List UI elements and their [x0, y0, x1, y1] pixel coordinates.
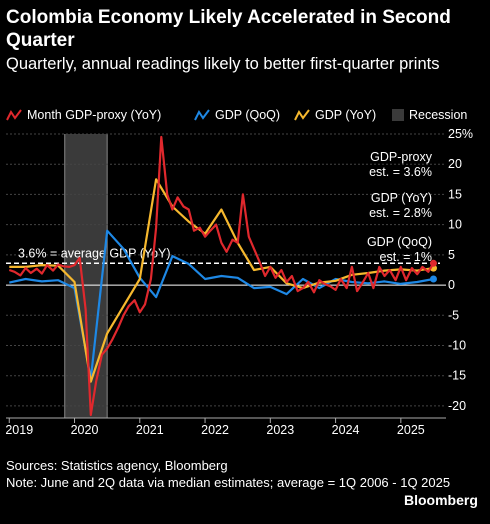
y-tick-label: 10: [448, 218, 462, 232]
series-line-proxy: [8, 135, 435, 417]
legend-item-month-proxy: Month GDP-proxy (YoY): [6, 108, 161, 122]
y-tick-label: 5: [448, 248, 455, 262]
x-tick-label: 2021: [136, 423, 164, 437]
proxy-estimate-label: GDP-proxy: [370, 150, 433, 164]
legend-item-gdp-yoy: GDP (YoY): [294, 108, 376, 122]
blue-line-icon: [194, 109, 210, 121]
x-tick-label: 2024: [332, 423, 360, 437]
legend: Month GDP-proxy (YoY) GDP (QoQ) GDP (YoY…: [6, 108, 486, 124]
legend-label-recession: Recession: [409, 108, 468, 122]
y-tick-label: -20: [448, 399, 466, 413]
average-label: 3.6% = average GDP (YoY): [18, 246, 171, 260]
bloomberg-logo: Bloomberg: [404, 492, 478, 508]
y-tick-label: 15: [448, 187, 462, 201]
recession-band: [64, 134, 108, 418]
legend-label-gdp-qoq: GDP (QoQ): [215, 108, 281, 122]
legend-label-month-proxy: Month GDP-proxy (YoY): [27, 108, 162, 122]
red-line-icon: [6, 109, 22, 121]
x-tick-label: 2020: [71, 423, 99, 437]
y-tick-label: -5: [448, 308, 459, 322]
legend-item-gdp-qoq: GDP (QoQ): [194, 108, 280, 122]
y-tick-label: 0: [448, 278, 455, 292]
x-tick-label: 2025: [397, 423, 425, 437]
chart-subtitle: Quarterly, annual readings likely to bet…: [6, 55, 440, 73]
legend-item-recession: Recession: [392, 108, 467, 122]
sources-text: Sources: Statistics agency, Bloomberg: [6, 458, 228, 473]
qoq-estimate-label: GDP (QoQ): [367, 235, 432, 249]
y-tick-label: -15: [448, 369, 466, 383]
chart-title: Colombia Economy Likely Accelerated in S…: [6, 7, 451, 51]
yoy-estimate-label: GDP (YoY): [371, 191, 432, 205]
footer-notes: Sources: Statistics agency, Bloomberg No…: [6, 457, 476, 491]
recession-swatch-icon: [392, 109, 404, 121]
series-endpoint-proxy: [429, 259, 437, 267]
qoq-estimate-value: est. = 1%: [380, 250, 432, 264]
proxy-estimate-value: est. = 3.6%: [369, 165, 432, 179]
y-tick-label: -10: [448, 338, 466, 352]
series-endpoint-qoq: [429, 275, 437, 283]
yoy-estimate-value: est. = 2.8%: [369, 206, 432, 220]
x-tick-label: 2022: [201, 423, 229, 437]
note-text: Note: June and 2Q data via median estima…: [6, 475, 451, 490]
y-tick-label: 25%: [448, 128, 473, 141]
y-tick-label: 20: [448, 157, 462, 171]
yellow-line-icon: [294, 109, 310, 121]
x-tick-label: 2023: [266, 423, 294, 437]
chart-area: 25% 20 15 10 5 0 -5 -10 -15 -20 2019 2020 2021 2022 20…: [5, 128, 473, 437]
x-tick-label: 2019: [5, 423, 33, 437]
series-line-yoy: [9, 178, 434, 383]
legend-label-gdp-yoy: GDP (YoY): [315, 108, 377, 122]
